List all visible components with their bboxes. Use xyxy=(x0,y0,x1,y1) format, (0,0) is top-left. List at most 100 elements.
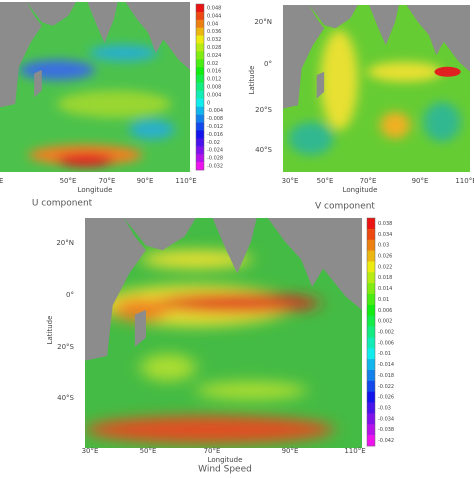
colorbar-cell xyxy=(367,239,375,251)
colorbar-label: 0.04 xyxy=(207,21,218,27)
colorbar-cell xyxy=(367,348,375,360)
colorbar-cell xyxy=(196,122,204,131)
colorbar-label: 0.006 xyxy=(378,308,392,314)
colorbar-label: 0.01 xyxy=(378,297,389,303)
colorbar-cell xyxy=(196,83,204,92)
colorbar-cell xyxy=(196,67,204,76)
colorbar-cell xyxy=(367,228,375,241)
x-tick-label: 90°E xyxy=(137,177,154,185)
colorbar-label: 0.008 xyxy=(207,85,221,91)
panel-title: U component xyxy=(32,199,93,209)
x-tick-label: 30°E xyxy=(0,177,3,185)
colorbar-label: 0.004 xyxy=(207,92,221,98)
colorbar-label: 0.048 xyxy=(207,5,221,11)
colorbar-label: 0.018 xyxy=(378,275,392,281)
wind-speed-map xyxy=(85,218,362,448)
colorbar-label: 0.044 xyxy=(207,13,221,19)
colorbar-cell xyxy=(367,315,375,327)
colorbar-cell xyxy=(367,304,375,317)
colorbar-frame xyxy=(366,217,376,447)
colorbar-cell xyxy=(196,35,204,44)
u-map xyxy=(0,2,190,172)
y-tick-label: 0° xyxy=(264,60,272,68)
x-tick-label: 110°E xyxy=(344,447,365,455)
colorbar-cell xyxy=(367,294,375,306)
colorbar-cell xyxy=(367,380,375,393)
colorbar-label: 0.024 xyxy=(207,53,221,59)
colorbar-cell xyxy=(367,218,375,230)
colorbar-label: -0.004 xyxy=(207,108,223,114)
colorbar-label: 0.022 xyxy=(378,264,392,270)
colorbar-label: 0.036 xyxy=(207,29,221,35)
x-axis-label: Longitude xyxy=(78,186,113,194)
colorbar-cell xyxy=(367,337,375,349)
x-tick-label: 90°E xyxy=(412,177,429,185)
colorbar-label: -0.03 xyxy=(378,406,391,412)
colorbar-cell xyxy=(196,4,204,13)
colorbar-label: 0.03 xyxy=(378,243,389,249)
colorbar-cell xyxy=(367,413,375,425)
colorbar-label: -0.042 xyxy=(378,438,394,444)
colorbar-label: -0.038 xyxy=(378,427,394,433)
colorbar-cell xyxy=(367,435,375,447)
colorbar-cell xyxy=(196,154,204,163)
colorbar-label: 0.026 xyxy=(378,254,392,260)
colorbar-cell xyxy=(196,11,204,21)
x-tick-label: 110°E xyxy=(455,177,474,185)
colorbar-cell xyxy=(367,261,375,273)
colorbar-label: 0.038 xyxy=(378,221,392,227)
colorbar-label: -0.032 xyxy=(207,164,223,170)
colorbar-label: -0.028 xyxy=(207,156,223,162)
colorbar-cell xyxy=(196,98,204,108)
y-tick-label: 20°N xyxy=(254,18,272,26)
colorbar-cell xyxy=(196,130,204,139)
panel-title: V component xyxy=(315,202,375,212)
colorbar-cell xyxy=(367,391,375,403)
colorbar-cell xyxy=(196,19,204,29)
x-axis-label: Longitude xyxy=(343,186,378,194)
colorbar-label: -0.008 xyxy=(207,116,223,122)
colorbar-cell xyxy=(196,162,204,171)
x-tick-label: 50°E xyxy=(140,447,157,455)
colorbar-label: -0.034 xyxy=(378,416,394,422)
x-tick-label: 30°E xyxy=(82,447,99,455)
colorbar-cell xyxy=(367,283,375,295)
y-tick-label: 0° xyxy=(66,291,74,299)
colorbar-cell xyxy=(196,43,204,52)
x-tick-label: 110°E xyxy=(175,177,196,185)
colorbar-cell xyxy=(367,424,375,436)
colorbar-label: 0.032 xyxy=(207,37,221,43)
colorbar-cell xyxy=(367,359,375,371)
colorbar-label: -0.018 xyxy=(378,373,394,379)
colorbar-label: 0.02 xyxy=(207,61,218,67)
colorbar-label: -0.024 xyxy=(207,148,223,154)
colorbar-cell xyxy=(196,27,204,36)
y-tick-label: 20°S xyxy=(57,343,74,351)
y-axis-label: Latitude xyxy=(248,66,256,95)
colorbar-cell xyxy=(367,402,375,414)
y-tick-label: 40°S xyxy=(255,146,272,154)
colorbar-cell xyxy=(196,146,204,155)
colorbar-label: 0.012 xyxy=(207,77,221,83)
colorbar-label: -0.022 xyxy=(378,384,394,390)
colorbar-label: -0.012 xyxy=(207,124,223,130)
colorbar-label: 0 xyxy=(207,100,210,106)
x-tick-label: 70°E xyxy=(99,177,116,185)
colorbar-cell xyxy=(196,106,204,115)
colorbar-cell xyxy=(367,272,375,284)
x-tick-label: 50°E xyxy=(317,177,334,185)
colorbar-label: -0.002 xyxy=(378,330,394,336)
colorbar-cell xyxy=(367,250,375,262)
x-tick-label: 30°E xyxy=(282,177,299,185)
colorbar-cell xyxy=(367,326,375,338)
x-tick-label: 70°E xyxy=(360,177,377,185)
colorbar-cell xyxy=(196,51,204,60)
y-tick-label: 20°S xyxy=(255,106,272,114)
colorbar-label: 0.014 xyxy=(378,286,392,292)
x-tick-label: 70°E xyxy=(204,447,221,455)
colorbar-cell xyxy=(196,138,204,147)
x-tick-label: 90°E xyxy=(282,447,299,455)
colorbar-label: 0.002 xyxy=(378,319,392,325)
colorbar-label: -0.006 xyxy=(378,340,394,346)
